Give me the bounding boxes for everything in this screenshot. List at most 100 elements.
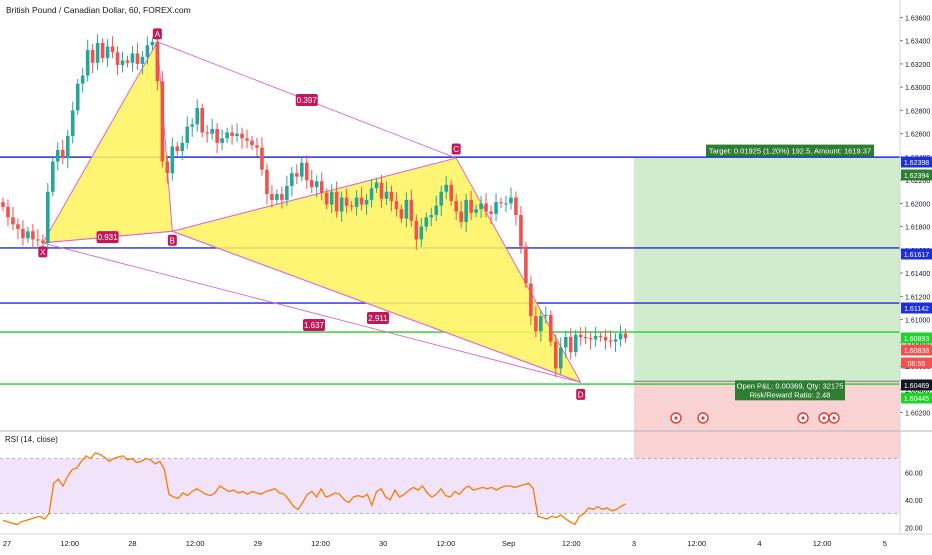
candle[interactable] <box>210 118 214 140</box>
candle[interactable] <box>150 37 155 50</box>
candle[interactable] <box>494 193 498 222</box>
candle[interactable] <box>180 135 185 160</box>
candle[interactable] <box>568 328 573 360</box>
candle[interactable] <box>60 139 65 165</box>
candle[interactable] <box>588 332 593 350</box>
candle[interactable] <box>529 276 533 325</box>
candle[interactable] <box>499 197 503 209</box>
candle[interactable] <box>444 175 449 200</box>
candle[interactable] <box>200 103 204 138</box>
candle[interactable] <box>509 187 513 210</box>
candle[interactable] <box>369 179 374 208</box>
rsi-line[interactable] <box>2 452 626 526</box>
candle[interactable] <box>31 223 35 249</box>
candle[interactable] <box>280 186 284 209</box>
candle[interactable] <box>534 305 538 338</box>
candle[interactable] <box>275 189 279 205</box>
candle[interactable] <box>51 156 55 197</box>
candle[interactable] <box>270 185 274 208</box>
candle[interactable] <box>115 46 120 76</box>
candle[interactable] <box>225 127 229 143</box>
candle[interactable] <box>319 172 324 201</box>
candle[interactable] <box>255 137 259 157</box>
candle[interactable] <box>434 195 439 222</box>
candle[interactable] <box>135 43 140 70</box>
candle[interactable] <box>593 327 598 347</box>
candle[interactable] <box>95 34 100 71</box>
candle[interactable] <box>145 36 150 65</box>
candle[interactable] <box>260 137 264 176</box>
candle[interactable] <box>26 226 30 243</box>
candle[interactable] <box>344 188 349 214</box>
candle[interactable] <box>165 155 170 184</box>
candle[interactable] <box>75 79 80 116</box>
candle[interactable] <box>304 155 309 189</box>
candle[interactable] <box>454 193 458 221</box>
candle[interactable] <box>349 201 354 212</box>
target-zone[interactable] <box>634 157 900 382</box>
candle[interactable] <box>110 36 115 59</box>
candle[interactable] <box>329 184 334 214</box>
candle[interactable] <box>46 182 50 251</box>
candle[interactable] <box>175 141 180 156</box>
candle[interactable] <box>16 218 20 240</box>
candle[interactable] <box>449 180 453 206</box>
candle[interactable] <box>504 195 508 213</box>
candle[interactable] <box>389 185 394 212</box>
candle[interactable] <box>424 212 429 232</box>
candle[interactable] <box>553 334 558 378</box>
candle[interactable] <box>21 220 25 246</box>
candle[interactable] <box>85 39 90 82</box>
harmonic-pattern[interactable] <box>41 40 582 384</box>
candle[interactable] <box>6 199 10 227</box>
candle[interactable] <box>80 68 85 93</box>
candle[interactable] <box>359 187 364 211</box>
candle[interactable] <box>314 175 319 198</box>
candle[interactable] <box>394 192 399 217</box>
candle[interactable] <box>608 330 613 348</box>
candle[interactable] <box>55 142 60 171</box>
candle[interactable] <box>549 310 553 347</box>
candle[interactable] <box>324 188 329 210</box>
candle[interactable] <box>334 181 339 218</box>
candle[interactable] <box>583 326 588 345</box>
candle[interactable] <box>105 39 110 67</box>
candle[interactable] <box>205 125 209 143</box>
candle[interactable] <box>245 129 249 149</box>
candle[interactable] <box>339 191 344 222</box>
candle[interactable] <box>65 129 70 169</box>
candle[interactable] <box>140 50 145 75</box>
candle[interactable] <box>524 241 528 289</box>
candle[interactable] <box>563 330 568 358</box>
candle[interactable] <box>235 123 239 143</box>
candle[interactable] <box>190 118 195 137</box>
pattern-line-xd[interactable] <box>42 242 581 383</box>
candle[interactable] <box>573 330 578 357</box>
candle[interactable] <box>100 38 105 63</box>
candle[interactable] <box>514 191 518 226</box>
candle[interactable] <box>300 158 304 182</box>
candle[interactable] <box>404 192 409 228</box>
candle[interactable] <box>36 229 40 247</box>
candle[interactable] <box>120 51 125 73</box>
pattern-line-bd[interactable] <box>172 230 581 383</box>
candle[interactable] <box>125 55 130 68</box>
candle[interactable] <box>409 189 414 227</box>
candle[interactable] <box>290 167 294 197</box>
candle[interactable] <box>215 122 219 154</box>
candle[interactable] <box>469 191 473 221</box>
candle[interactable] <box>464 193 468 233</box>
candle[interactable] <box>90 43 95 73</box>
candle[interactable] <box>220 129 224 151</box>
candle[interactable] <box>419 217 424 247</box>
candles[interactable] <box>1 34 628 378</box>
candle[interactable] <box>240 127 244 149</box>
candle[interactable] <box>374 177 379 193</box>
candle[interactable] <box>598 331 603 342</box>
candle[interactable] <box>265 163 269 205</box>
candle[interactable] <box>623 328 628 343</box>
candle[interactable] <box>285 175 289 206</box>
candle[interactable] <box>250 135 254 150</box>
candle[interactable] <box>618 324 623 347</box>
